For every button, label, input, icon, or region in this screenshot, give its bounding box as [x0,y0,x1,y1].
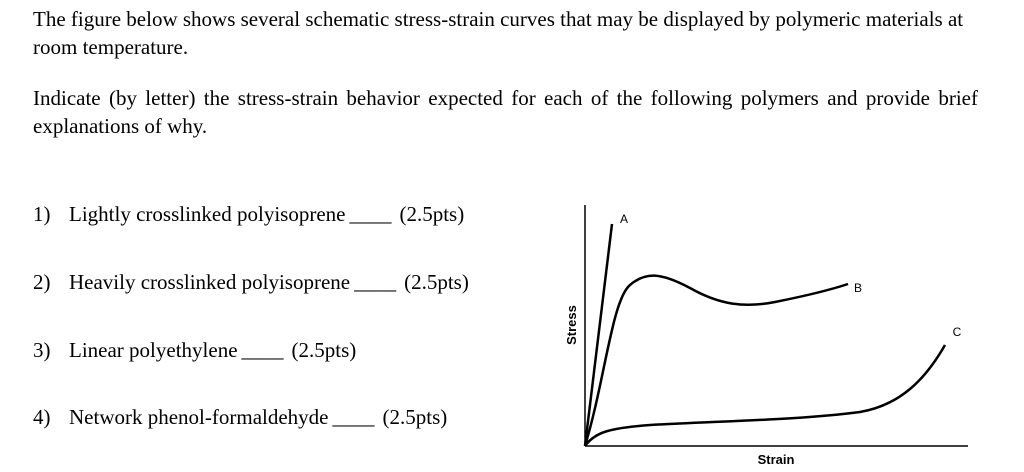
curve-b [583,274,849,447]
item-points: (2.5pts) [382,405,448,429]
curve-label: C [953,325,962,339]
item-number: 1) [33,202,51,226]
item: 2) Heavily crosslinked polyisoprene ____ (2… [33,270,469,295]
curve-label: A [620,212,628,226]
item-points: (2.5pts) [404,270,469,294]
curve-a [583,223,614,447]
item: 4) Network phenol-formaldehyde ____ (2.5pts… [33,405,447,430]
item-text: Network phenol-formaldehyde [69,405,329,429]
item-text: Linear polyethylene [69,338,238,362]
item-blank: ____ [241,338,284,362]
x-label: Strain [758,452,795,467]
item-number: 3) [33,338,51,362]
item: 3) Linear polyethylene ____ (2.5pts) [33,338,356,363]
instruction: Indicate (by letter) the stress-strain b… [33,86,978,138]
intro: The figure below shows several schematic… [33,7,964,59]
item-blank: ____ [354,270,397,294]
item-blank: ____ [349,202,392,226]
item-points: (2.5pts) [399,202,465,226]
item-number: 2) [33,270,51,294]
item: 1) Lightly crosslinked polyisoprene ____ (2… [33,202,464,227]
item-blank: ____ [332,405,375,429]
y-label: Stress [564,305,579,345]
item-text: Heavily crosslinked polyisoprene [69,270,351,294]
curve-label: B [854,281,862,295]
item-number: 4) [33,405,51,429]
item-points: (2.5pts) [291,338,357,362]
item-text: Lightly crosslinked polyisoprene [69,202,346,226]
curve-c [583,344,947,447]
